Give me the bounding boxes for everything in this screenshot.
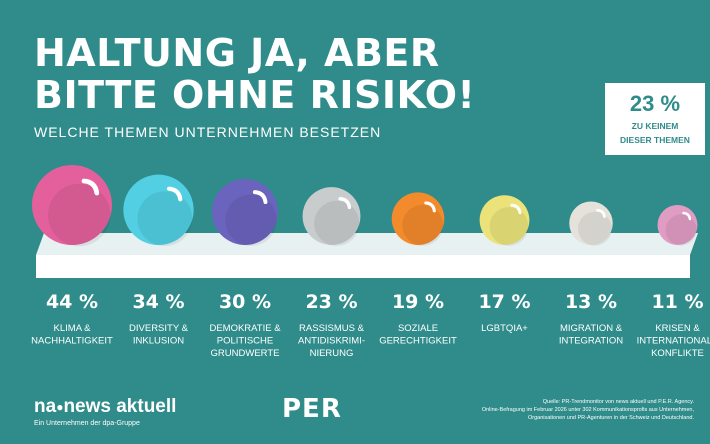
category-label-8: KRISEN & xyxy=(655,323,700,334)
value-label-1: 44 % xyxy=(46,291,98,313)
category-label-2: DIVERSITY & xyxy=(129,323,189,334)
category-label-1: KLIMA & xyxy=(54,323,92,334)
bubble-4 xyxy=(302,187,361,246)
category-label-8: KONFLIKTE xyxy=(651,348,704,359)
category-label-8: INTERNATIONALE xyxy=(637,336,710,347)
title-line-2: BITTE OHNE RISIKO! xyxy=(34,73,476,117)
bubble-highlight xyxy=(424,201,436,213)
page-subtitle: WELCHE THEMEN UNTERNEHMEN BESETZEN xyxy=(34,124,382,140)
page-title: HALTUNG JA, ABER BITTE OHNE RISIKO! xyxy=(34,32,475,116)
bubble-highlight xyxy=(510,203,522,215)
value-label-7: 13 % xyxy=(565,291,617,313)
shelf-front xyxy=(36,255,690,278)
value-label-3: 30 % xyxy=(219,291,271,313)
value-label-6: 17 % xyxy=(478,291,530,313)
callout-label-1: ZU KEINEM xyxy=(631,121,679,131)
callout-label-2: DIESER THEMEN xyxy=(620,135,690,145)
news-aktuell-logo: na●news aktuell Ein Unternehmen der dpa-… xyxy=(34,396,176,427)
bubble-1 xyxy=(32,165,112,247)
bubble-2 xyxy=(123,174,194,247)
source-line-2: Online-Befragung im Februar 2026 unter 3… xyxy=(481,407,694,413)
category-label-3: GRUNDWERTE xyxy=(211,348,280,359)
source-note: Quelle: PR-Trendmonitor von news aktuell… xyxy=(434,398,694,422)
bubble-8 xyxy=(657,205,698,246)
bubble-5 xyxy=(391,192,445,246)
bubble-shade xyxy=(225,194,277,246)
title-line-1: HALTUNG JA, ABER xyxy=(34,31,440,75)
bubble-shade xyxy=(314,200,360,246)
category-label-5: GERECHTIGKEIT xyxy=(379,336,457,347)
bubble-highlight xyxy=(682,211,692,221)
category-label-7: MIGRATION & xyxy=(560,323,623,334)
brand-tagline: Ein Unternehmen der dpa-Gruppe xyxy=(34,420,140,427)
value-label-5: 19 % xyxy=(392,291,444,313)
category-label-2: INKLUSION xyxy=(133,336,184,347)
bubble-highlight xyxy=(166,186,183,202)
category-label-3: POLITISCHE xyxy=(217,336,274,347)
bubble-3 xyxy=(211,178,279,246)
no-topic-callout: 23 % ZU KEINEM DIESER THEMEN xyxy=(605,83,705,155)
callout-value: 23 % xyxy=(629,91,681,116)
category-label-7: INTEGRATION xyxy=(559,336,623,347)
category-label-3: DEMOKRATIE & xyxy=(209,323,281,334)
bubble-highlight xyxy=(81,178,100,196)
value-label-8: 11 % xyxy=(651,291,703,313)
bubble-highlight xyxy=(252,190,268,205)
bubble-shade xyxy=(489,206,529,246)
bubble-chart: 44 % KLIMA & NACHHALTIGKEIT 34 % DIVERSITY &… xyxy=(31,165,710,359)
bubble-highlight xyxy=(338,196,352,210)
bubble-shade xyxy=(577,211,612,246)
category-label-1: NACHHALTIGKEIT xyxy=(31,336,113,347)
brand-dot-icon: ● xyxy=(56,399,64,414)
value-label-4: 23 % xyxy=(305,291,357,313)
per-logo: PER xyxy=(282,394,342,424)
bubble-shade xyxy=(402,204,444,246)
source-line-3: Organisationen und PR-Agenturen in der S… xyxy=(527,415,694,421)
category-label-4: RASSISMUS & xyxy=(299,323,365,334)
value-label-2: 34 % xyxy=(132,291,184,313)
bubble-shade xyxy=(665,214,697,246)
category-label-6: LGBTQIA+ xyxy=(481,323,528,334)
bubble-highlight xyxy=(596,208,606,219)
bubble-shade xyxy=(137,191,193,247)
category-label-5: SOZIALE xyxy=(398,323,438,334)
source-line-1: Quelle: PR-Trendmonitor von news aktuell… xyxy=(542,399,694,405)
bubble-7 xyxy=(569,201,613,246)
bubble-shade xyxy=(47,183,111,247)
category-label-4: ANTIDISKRIMI- xyxy=(298,336,365,347)
category-label-4: NIERUNG xyxy=(310,348,354,359)
shelf-top xyxy=(36,233,698,255)
bubble-6 xyxy=(479,195,530,246)
brand-news-aktuell: news aktuell xyxy=(63,396,177,417)
brand-na: na xyxy=(34,396,57,417)
